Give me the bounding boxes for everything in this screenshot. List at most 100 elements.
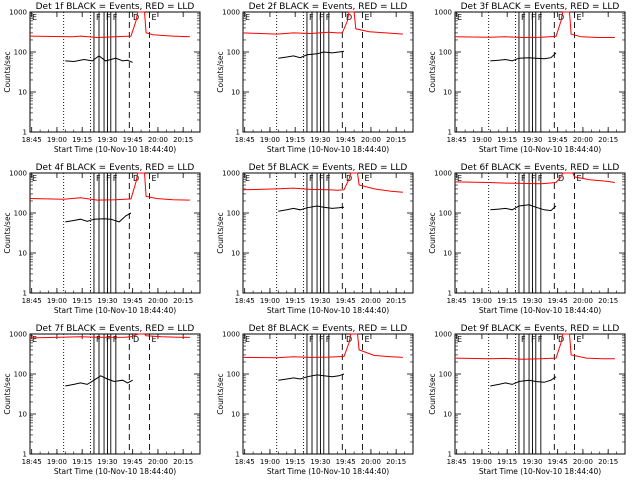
x-tick-label: 19:30 xyxy=(310,297,330,305)
x-tick-label: 18:45 xyxy=(235,297,255,305)
flag-label: E xyxy=(152,335,157,344)
flag-label: F xyxy=(326,335,331,344)
x-tick-label: 19:30 xyxy=(522,136,542,144)
plot-frame xyxy=(454,172,626,294)
y-tick-label: 1 xyxy=(23,290,27,298)
y-tick-label: 10 xyxy=(443,411,452,419)
x-tick-label: 19:00 xyxy=(472,136,492,144)
panel-det-4f: Det 4f BLACK = Events, RED = LLD 1 10 100 10… xyxy=(3,163,201,315)
flag-label: E xyxy=(32,174,37,183)
flag-label: E xyxy=(577,174,582,183)
plot-frame xyxy=(29,11,201,133)
flag-label: F xyxy=(326,174,331,183)
x-axis-label: Start Time (10-Nov-10 18:44:40) xyxy=(479,306,601,315)
x-axis-label: Start Time (10-Nov-10 18:44:40) xyxy=(54,145,176,154)
x-tick-label: 20:15 xyxy=(386,297,406,305)
panel-det-8f: Det 8f BLACK = Events, RED = LLD 1 10 100 10… xyxy=(216,324,414,476)
x-tick-label: 19:30 xyxy=(97,136,117,144)
y-axis-label: Counts/sec xyxy=(428,212,437,253)
flag-label: E xyxy=(32,335,37,344)
y-tick-label: 1000 xyxy=(9,170,27,178)
x-tick-label: 20:00 xyxy=(573,297,593,305)
flag-label: F xyxy=(96,174,101,183)
x-tick-label: 19:15 xyxy=(285,136,305,144)
flag-label: D xyxy=(558,13,564,22)
x-tick-label: 20:00 xyxy=(148,297,168,305)
y-tick-label: 1 xyxy=(448,451,452,459)
y-tick-label: 10 xyxy=(18,250,27,258)
y-tick-label: 1000 xyxy=(9,331,27,339)
x-tick-label: 19:45 xyxy=(123,136,143,144)
flag-label: E xyxy=(457,174,462,183)
x-tick-label: 18:45 xyxy=(22,458,42,466)
panel-det-1f: Det 1f BLACK = Events, RED = LLD 1 10 100 10… xyxy=(3,2,201,154)
panel-title: Det 9f BLACK = Events, RED = LLD xyxy=(461,324,620,334)
plot-frame xyxy=(454,333,626,455)
flag-label: E xyxy=(457,13,462,22)
x-axis-label: Start Time (10-Nov-10 18:44:40) xyxy=(267,145,389,154)
panel-title: Det 8f BLACK = Events, RED = LLD xyxy=(249,324,408,334)
y-tick-label: 1 xyxy=(448,129,452,137)
x-tick-label: 20:15 xyxy=(173,297,193,305)
y-tick-label: 100 xyxy=(227,49,240,57)
panel-det-3f: Det 3f BLACK = Events, RED = LLD 1 10 100 10… xyxy=(428,2,626,154)
flag-label: F xyxy=(531,13,536,22)
y-tick-label: 10 xyxy=(231,250,240,258)
x-tick-label: 20:00 xyxy=(573,458,593,466)
x-tick-label: 20:15 xyxy=(173,458,193,466)
y-tick-label: 1000 xyxy=(222,331,240,339)
flag-label: E xyxy=(245,335,250,344)
series-lld xyxy=(29,11,190,39)
x-tick-label: 19:15 xyxy=(497,458,517,466)
y-tick-label: 1000 xyxy=(434,170,452,178)
panel-title: Det 1f BLACK = Events, RED = LLD xyxy=(36,2,195,12)
flag-label: F xyxy=(96,13,101,22)
y-tick-label: 10 xyxy=(231,89,240,97)
series-events xyxy=(490,204,557,212)
flag-label: E xyxy=(365,174,370,183)
x-tick-label: 19:45 xyxy=(123,458,143,466)
x-tick-label: 20:00 xyxy=(361,458,381,466)
flag-label: E xyxy=(365,13,370,22)
y-tick-label: 100 xyxy=(439,49,452,57)
flag-label: F xyxy=(521,335,526,344)
y-tick-label: 1000 xyxy=(222,9,240,17)
flag-label: F xyxy=(309,174,314,183)
x-tick-label: 20:00 xyxy=(148,136,168,144)
series-events xyxy=(490,52,557,62)
series-lld xyxy=(454,172,615,185)
y-tick-label: 10 xyxy=(443,89,452,97)
y-tick-label: 1 xyxy=(236,451,240,459)
x-tick-label: 19:30 xyxy=(97,297,117,305)
y-tick-label: 1 xyxy=(448,290,452,298)
x-tick-label: 18:45 xyxy=(447,297,467,305)
series-events xyxy=(65,375,133,387)
series-events xyxy=(278,50,345,59)
plot-frame xyxy=(29,172,201,294)
series-lld xyxy=(242,11,403,35)
y-tick-label: 1 xyxy=(236,290,240,298)
flag-label: F xyxy=(319,13,324,22)
y-tick-label: 1000 xyxy=(434,331,452,339)
x-tick-label: 19:15 xyxy=(72,458,92,466)
x-tick-label: 20:15 xyxy=(386,136,406,144)
plot-frame xyxy=(29,333,201,455)
x-tick-label: 20:15 xyxy=(598,458,618,466)
x-tick-label: 19:00 xyxy=(472,458,492,466)
flag-label: E xyxy=(577,13,582,22)
x-tick-label: 19:30 xyxy=(522,458,542,466)
y-tick-label: 1000 xyxy=(9,9,27,17)
x-axis-label: Start Time (10-Nov-10 18:44:40) xyxy=(54,306,176,315)
plot-frame xyxy=(242,172,414,294)
flag-label: D xyxy=(133,13,139,22)
flag-label: E xyxy=(32,13,37,22)
x-tick-label: 19:15 xyxy=(72,136,92,144)
x-tick-label: 19:45 xyxy=(336,136,356,144)
flag-label: E xyxy=(457,335,462,344)
panel-title: Det 4f BLACK = Events, RED = LLD xyxy=(36,163,195,173)
series-events xyxy=(490,376,557,387)
x-tick-label: 20:00 xyxy=(148,458,168,466)
series-events xyxy=(278,205,345,212)
panel-det-2f: Det 2f BLACK = Events, RED = LLD 1 10 100 10… xyxy=(216,2,414,154)
x-tick-label: 20:15 xyxy=(598,136,618,144)
